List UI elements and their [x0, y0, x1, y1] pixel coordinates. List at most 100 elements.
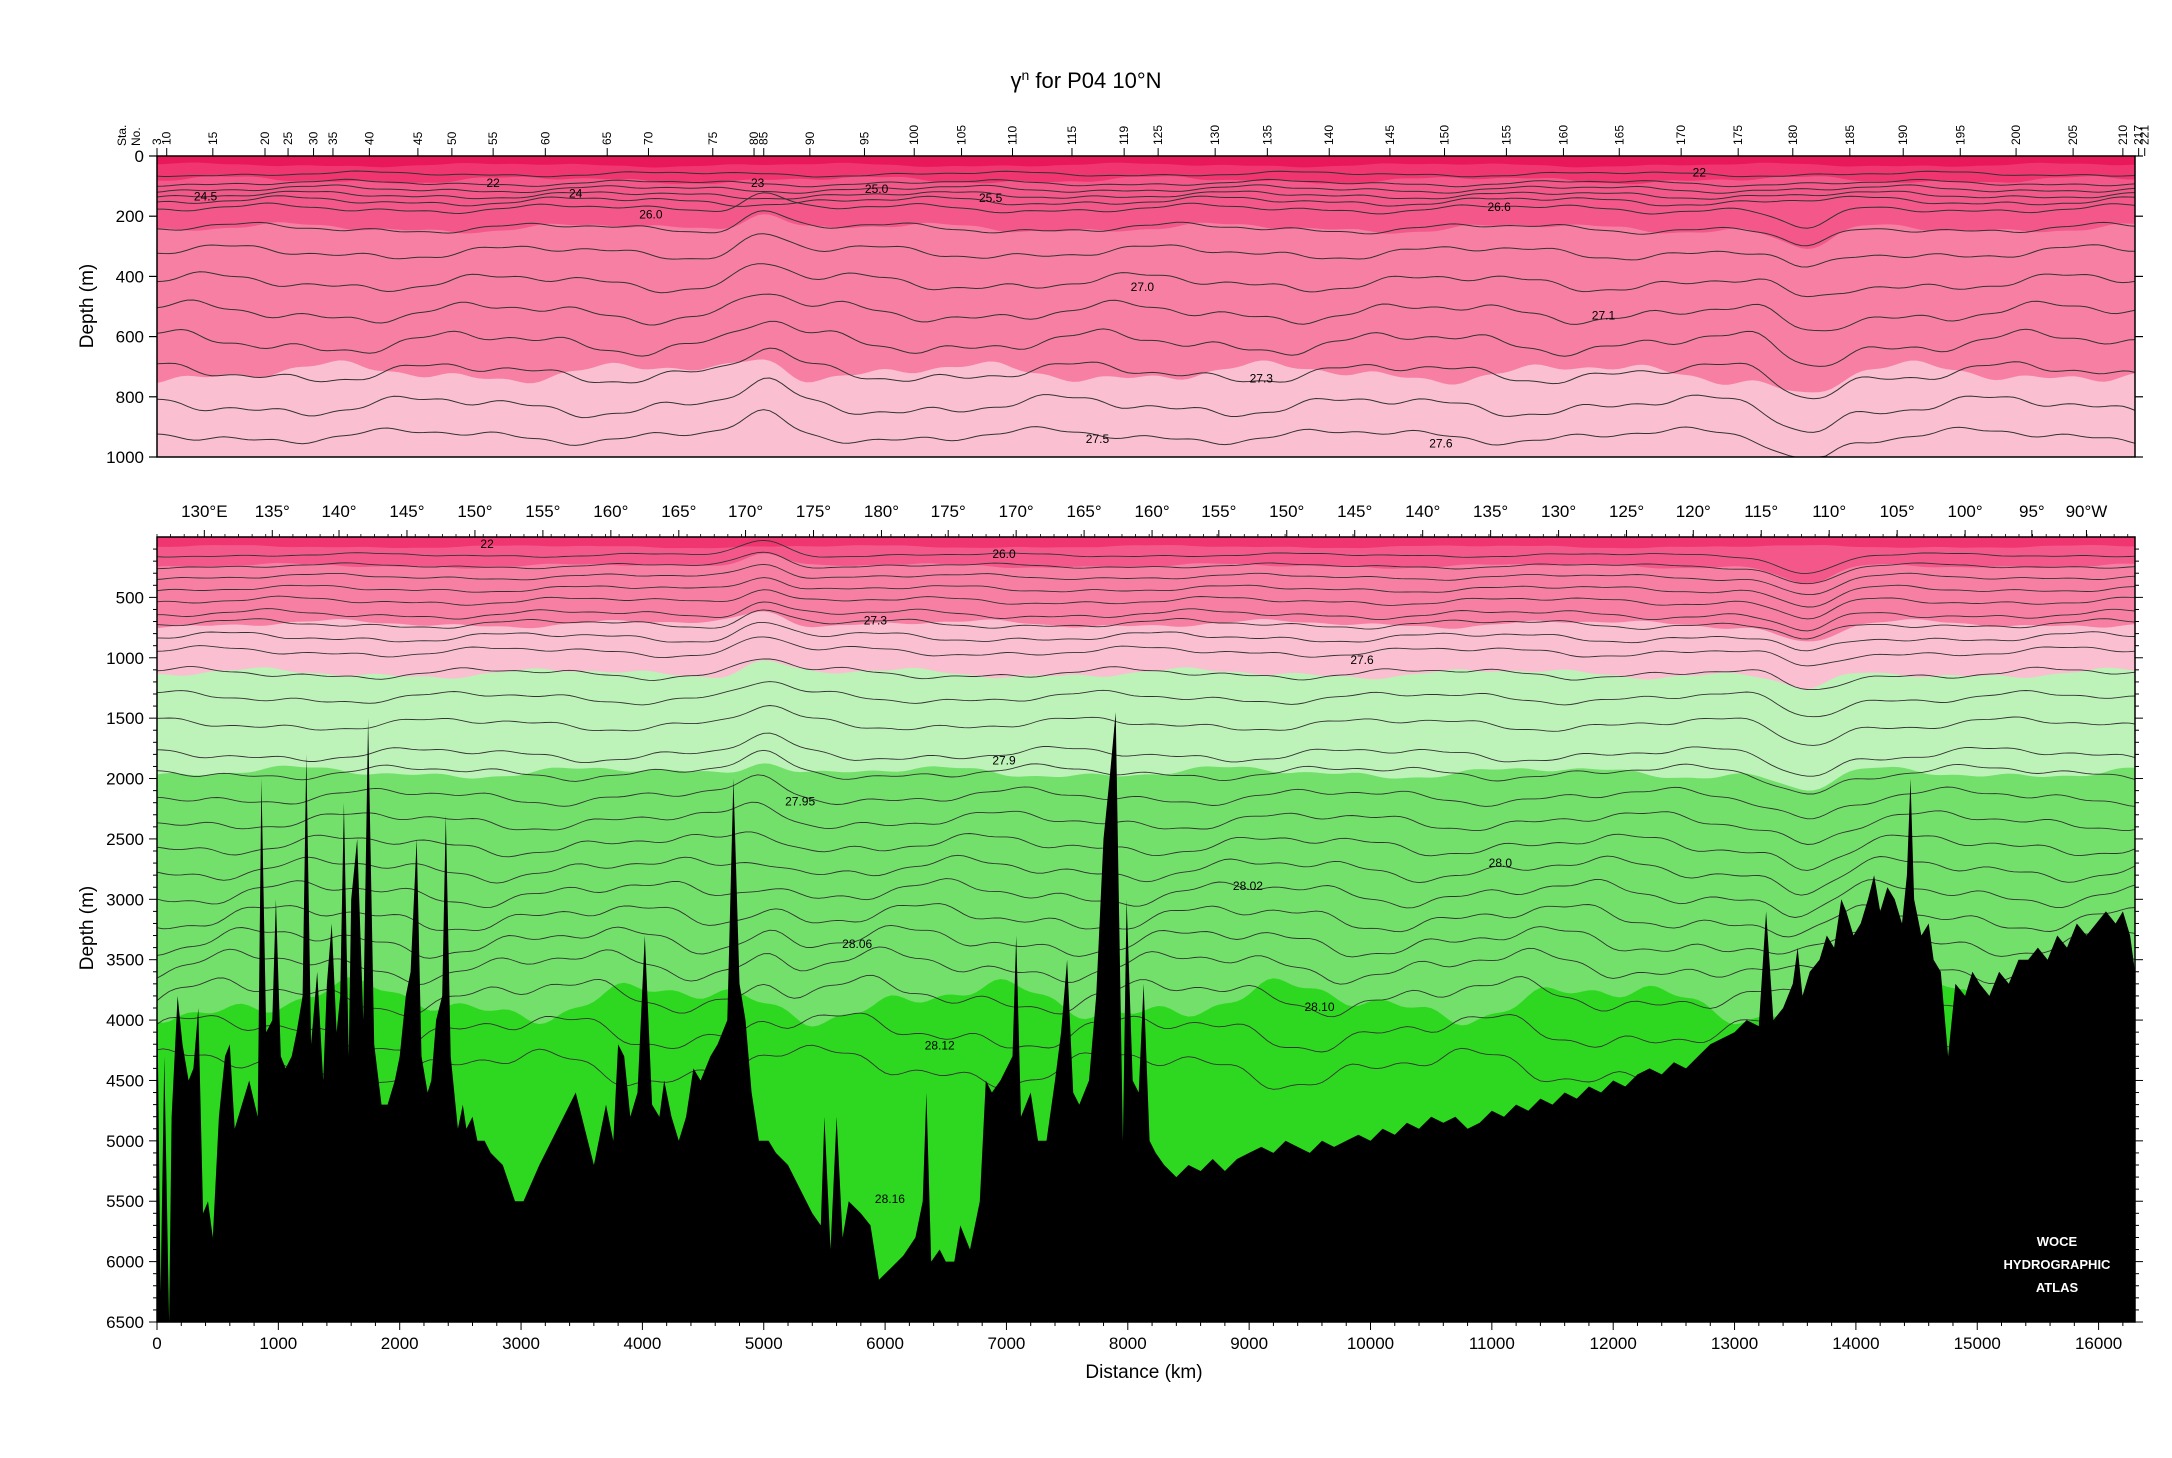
upper-contour-label: 24.5: [194, 190, 218, 204]
lower-contour-line: [156, 705, 2136, 746]
station-label: 115: [1065, 126, 1079, 145]
distance-tick-label: 6000: [866, 1334, 904, 1353]
upper-contour-line: [156, 190, 2136, 200]
distance-tick-label: 13000: [1711, 1334, 1758, 1353]
station-label: 55: [486, 131, 500, 145]
station-label: 30: [307, 131, 321, 145]
watermark-line-2: HYDROGRAPHIC: [2004, 1257, 2112, 1272]
upper-contour-label: 25.5: [979, 191, 1003, 205]
upper-contour-line: [156, 184, 2136, 194]
lower-contour-label: 28.10: [1305, 1000, 1335, 1014]
station-label: 80: [747, 131, 761, 145]
lower-contour-line: [156, 577, 2136, 608]
station-label: 210: [2116, 125, 2130, 145]
upper-contour-line: [157, 192, 2136, 229]
longitude-label: 140°: [321, 502, 356, 521]
station-label: 195: [1953, 125, 1967, 145]
lower-contour-line: [156, 636, 2136, 667]
lower-y-tick-label: 5500: [106, 1192, 144, 1211]
longitude-label: 90°W: [2066, 502, 2108, 521]
lower-y-tick-label: 4500: [106, 1071, 144, 1090]
upper-contour-label: 27.3: [1250, 372, 1274, 386]
lower-contour-line: [156, 903, 2136, 938]
lower-y-tick-label: 500: [116, 588, 144, 607]
upper-y-tick-label: 200: [116, 207, 144, 226]
longitude-label: 135°: [255, 502, 290, 521]
ocean-bottom-topography: [157, 712, 2135, 1322]
lower-contour-label: 22: [480, 537, 494, 551]
upper-contour-label: 22: [486, 176, 500, 190]
station-label: 110: [1006, 126, 1020, 145]
lower-contour-line: [156, 801, 2136, 845]
longitude-label: 100°: [1948, 502, 1983, 521]
lower-contour-line: [156, 774, 2136, 820]
lower-y-tick-label: 2000: [106, 770, 144, 789]
distance-tick-label: 14000: [1832, 1334, 1879, 1353]
lower-y-tick-label: 2500: [106, 830, 144, 849]
station-label: 170: [1674, 125, 1688, 145]
watermark-line-1: WOCE: [2037, 1234, 2078, 1249]
lower-contour-line: [156, 946, 2136, 986]
distance-tick-label: 11000: [1469, 1334, 1515, 1353]
lower-y-axis-label: Depth (m): [77, 886, 98, 970]
upper-contour-labels: 24.5 22 24 23 25.0 25.5 26.0 26.6 27.0 27.1 27.3 27…: [194, 166, 1706, 451]
lower-contour-label: 28.12: [925, 1038, 955, 1052]
upper-contour-label: 26.6: [1487, 200, 1511, 214]
lower-contour-line: [156, 658, 2136, 691]
lower-contour-line: [156, 621, 2136, 652]
upper-contour-line: [156, 293, 2136, 332]
lower-contour-line: [156, 563, 2136, 596]
station-label: 15: [206, 131, 220, 145]
station-label: 105: [955, 125, 969, 145]
longitude-label: 110°: [1812, 502, 1846, 521]
station-label: 165: [1612, 125, 1626, 145]
upper-y-tick-label: 400: [116, 267, 144, 286]
distance-tick-label: 0: [152, 1334, 161, 1353]
upper-contour-line: [156, 320, 2136, 367]
distance-tick-label: 1000: [259, 1334, 297, 1353]
woce-watermark: WOCE HYDROGRAPHIC ATLAS: [2004, 1234, 2112, 1295]
longitude-label: 160°: [593, 502, 628, 521]
lower-contour-line: [156, 589, 2136, 620]
upper-y-axis-label: Depth (m): [77, 264, 98, 348]
station-label: 190: [1896, 125, 1910, 145]
longitude-label: 145°: [389, 502, 424, 521]
station-axis-label-bottom: No.: [129, 127, 143, 146]
upper-panel-frame: [156, 155, 2136, 458]
lower-contour-line: [156, 749, 2136, 795]
longitude-axis: 130°E 135° 140° 145° 150° 155° 160° 165° 170° 175…: [156, 502, 2129, 537]
longitude-label: 95°: [2019, 502, 2045, 521]
lower-panel-frame: [156, 536, 2136, 1323]
lower-panel: 22 26.0 27.3 27.6 27.9 27.95 28.0 28.02 28.06 28.…: [77, 502, 2143, 1383]
lower-contour-label: 27.6: [1350, 653, 1374, 667]
distance-tick-label: 8000: [1109, 1334, 1147, 1353]
longitude-label: 175°: [796, 502, 831, 521]
lower-contour-line: [156, 681, 2136, 718]
distance-tick-label: 5000: [745, 1334, 783, 1353]
longitude-label: 150°: [457, 502, 492, 521]
lower-y-tick-label: 6000: [106, 1253, 144, 1272]
station-label: 90: [803, 131, 817, 145]
longitude-label: 165°: [1067, 502, 1102, 521]
lower-contour-label: 27.95: [785, 794, 815, 808]
upper-y-tick-label: 800: [116, 388, 144, 407]
station-label: 65: [600, 131, 614, 145]
longitude-label: 155°: [1201, 502, 1236, 521]
upper-panel: 24.5 22 24 23 25.0 25.5 26.0 26.6 27.0 27.1 27.3 27…: [77, 125, 2152, 467]
lower-contour-line: [156, 854, 2136, 896]
longitude-label: 135°: [1473, 502, 1508, 521]
lower-contour-label: 27.9: [992, 753, 1016, 767]
station-label: 35: [326, 131, 340, 145]
lower-contour-line: [157, 601, 2136, 632]
longitude-label: 130°E: [181, 502, 228, 521]
lower-y-tick-label: 3000: [106, 890, 144, 909]
station-label: 150: [1438, 125, 1452, 145]
distance-tick-label: 15000: [1954, 1334, 2001, 1353]
lower-y-tick-label: 1500: [106, 709, 144, 728]
upper-contour-label: 27.1: [1592, 309, 1616, 323]
lower-contour-label: 28.0: [1489, 856, 1513, 870]
station-label: 70: [642, 131, 656, 145]
station-label: 40: [362, 131, 376, 145]
